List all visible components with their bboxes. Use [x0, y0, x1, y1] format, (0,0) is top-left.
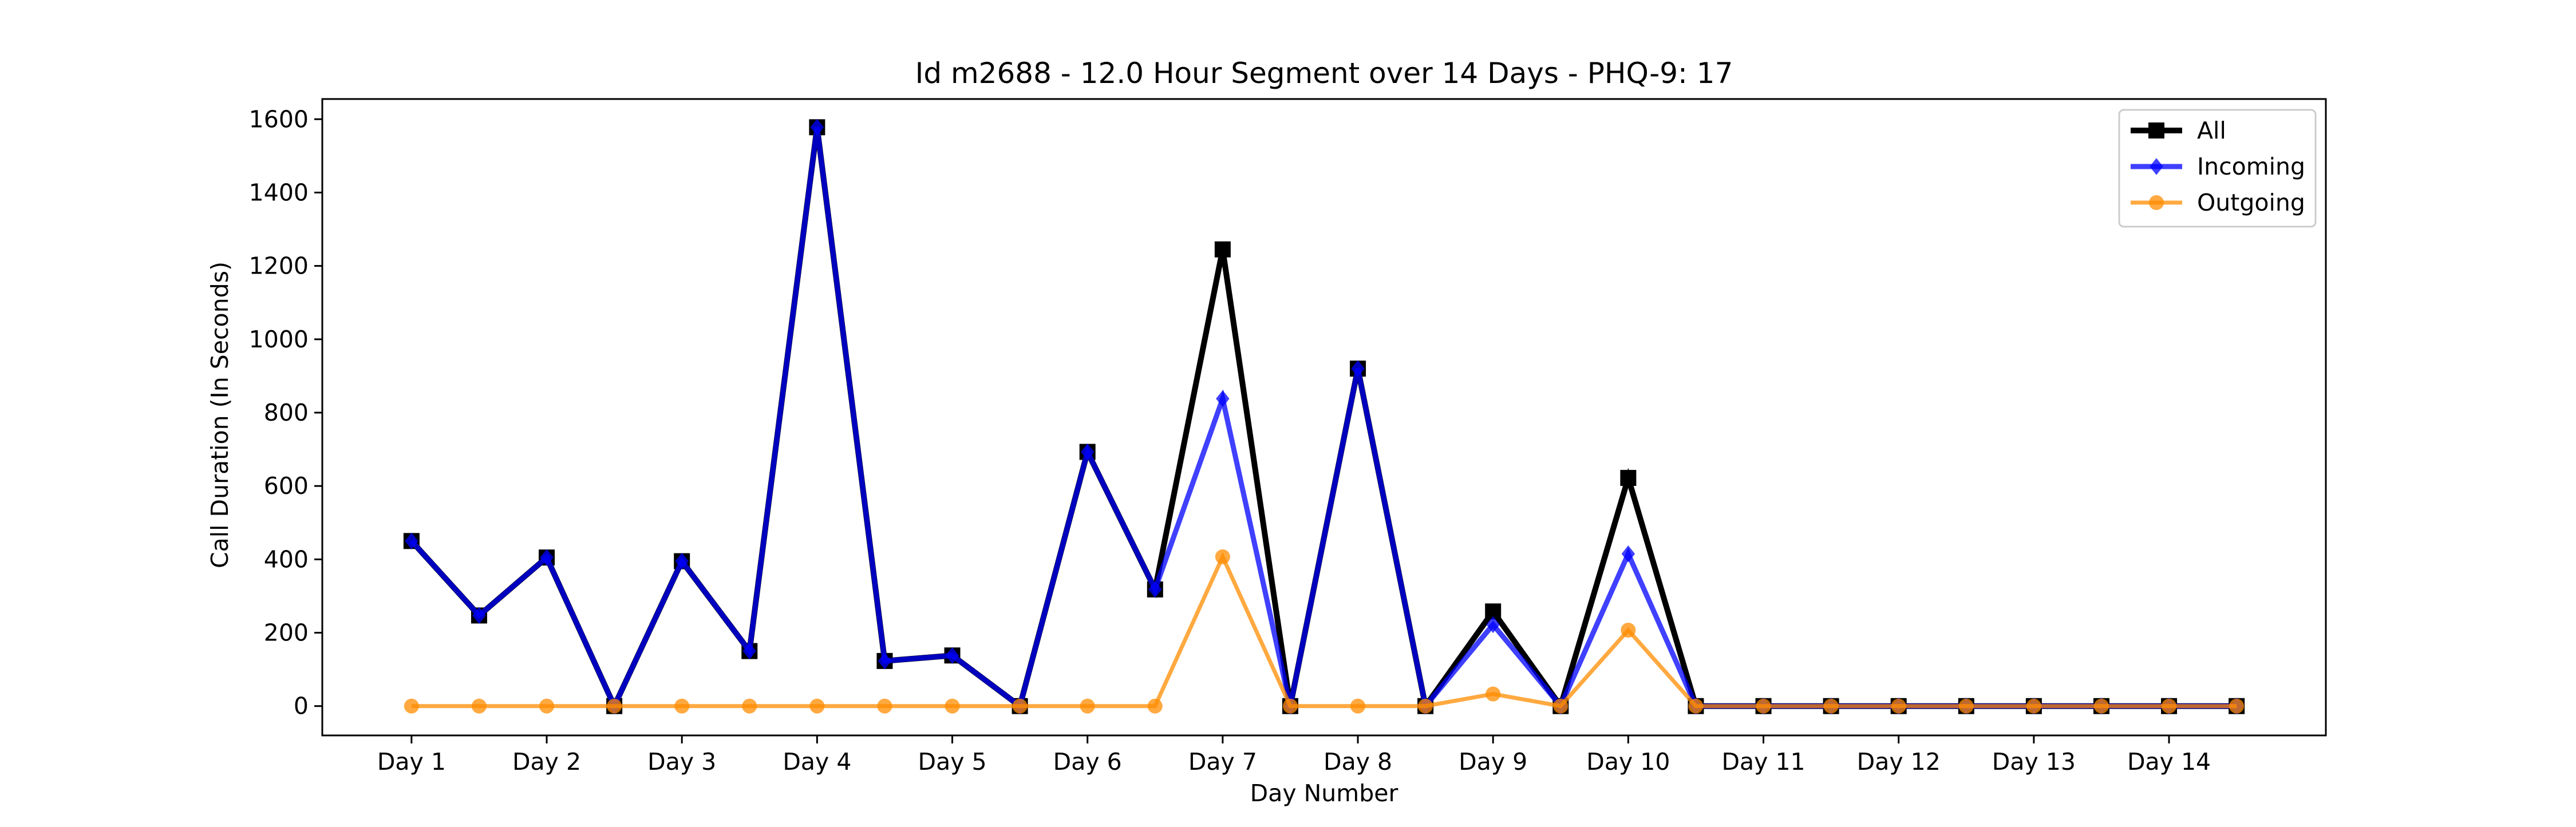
- outgoing-marker: [2093, 698, 2109, 714]
- incoming-marker: [405, 532, 418, 550]
- outgoing-marker: [1958, 698, 1974, 714]
- chart-title: Id m2688 - 12.0 Hour Segment over 14 Day…: [915, 57, 1733, 90]
- outgoing-marker: [742, 698, 757, 714]
- incoming-marker: [1216, 390, 1230, 407]
- outgoing-marker: [809, 698, 825, 714]
- x-tick-label: Day 9: [1459, 748, 1527, 775]
- outgoing-series: [404, 549, 2245, 714]
- outgoing-marker: [1756, 698, 1771, 714]
- incoming-marker: [945, 647, 959, 664]
- outgoing-marker: [1350, 698, 1366, 714]
- x-tick-label: Day 1: [377, 748, 446, 775]
- y-tick-label: 0: [294, 693, 309, 720]
- outgoing-line: [411, 552, 2237, 709]
- outgoing-marker: [1688, 698, 1704, 714]
- outgoing-marker: [1080, 698, 1095, 714]
- series-layer: [403, 118, 2245, 715]
- outgoing-marker: [1621, 623, 1636, 638]
- legend-incoming-marker: [2150, 158, 2163, 175]
- legend-box: [2118, 109, 2317, 228]
- legend-all-marker: [2148, 122, 2164, 139]
- y-tick-label: 800: [264, 399, 309, 426]
- x-tick-label: Day 10: [1586, 748, 1670, 775]
- legend-item-outgoing: Outgoing: [2131, 189, 2305, 216]
- incoming-marker: [1621, 545, 1635, 563]
- x-tick-label: Day 7: [1188, 748, 1257, 775]
- outgoing-marker: [1891, 698, 1906, 714]
- incoming-marker: [472, 607, 486, 624]
- legend-label: Incoming: [2197, 153, 2305, 180]
- y-tick-label: 1600: [249, 105, 309, 133]
- incoming-marker: [1351, 360, 1365, 377]
- x-tick-label: Day 4: [783, 748, 851, 775]
- x-tick-label: Day 3: [647, 748, 716, 775]
- x-tick-label: Day 11: [1721, 748, 1805, 775]
- incoming-marker: [1486, 616, 1500, 634]
- outgoing-marker: [1012, 698, 1028, 714]
- x-axis-ticks: Day 1 Day 2 Day 3 Day 4 Day 5 Day 6 Day 7 Day 8…: [377, 735, 2211, 775]
- outgoing-marker: [945, 698, 960, 714]
- all-marker: [1620, 470, 1637, 486]
- x-tick-label: Day 5: [918, 748, 987, 775]
- legend-item-incoming: Incoming: [2131, 153, 2305, 180]
- x-tick-label: Day 12: [1857, 748, 1941, 775]
- outgoing-marker: [1147, 698, 1163, 714]
- outgoing-marker: [1418, 698, 1433, 714]
- y-tick-label: 200: [264, 619, 309, 647]
- outgoing-marker: [1215, 549, 1230, 564]
- y-tick-label: 1200: [249, 252, 309, 280]
- outgoing-marker: [2162, 698, 2177, 714]
- legend: All Incoming Outgoing: [2118, 109, 2317, 228]
- outgoing-marker: [2026, 698, 2041, 714]
- incoming-marker: [1080, 443, 1095, 461]
- x-tick-label: Day 14: [2127, 748, 2211, 775]
- outgoing-marker: [1553, 698, 1568, 714]
- x-tick-label: Day 8: [1323, 748, 1392, 775]
- all-marker: [1214, 241, 1231, 258]
- legend-outgoing-marker: [2149, 195, 2164, 210]
- x-tick-label: Day 13: [1992, 748, 2076, 775]
- outgoing-marker: [674, 698, 690, 714]
- legend-label: All: [2197, 117, 2226, 144]
- incoming-marker: [675, 552, 689, 570]
- outgoing-marker: [877, 698, 892, 714]
- outgoing-marker: [471, 698, 487, 714]
- plot-frame: [321, 98, 2327, 737]
- outgoing-marker: [404, 698, 419, 714]
- legend-item-all: All: [2131, 117, 2226, 144]
- incoming-marker: [742, 642, 757, 660]
- x-tick-label: Day 2: [512, 748, 581, 775]
- y-tick-label: 600: [264, 472, 309, 500]
- incoming-marker: [878, 652, 892, 670]
- legend-label: Outgoing: [2197, 189, 2305, 216]
- outgoing-marker: [2229, 698, 2245, 714]
- y-axis-title: Call Duration (In Seconds): [206, 262, 234, 568]
- x-axis-title: Day Number: [1250, 779, 1398, 807]
- y-tick-label: 400: [264, 545, 309, 573]
- y-tick-label: 1400: [249, 179, 309, 206]
- incoming-marker: [810, 118, 824, 136]
- y-tick-label: 1000: [249, 326, 309, 353]
- y-axis-ticks: 0 200 400 600 800 1000 1200 1400 1600: [249, 105, 322, 720]
- incoming-marker: [1148, 581, 1162, 598]
- outgoing-marker: [607, 698, 622, 714]
- incoming-marker: [540, 549, 554, 566]
- outgoing-marker: [539, 698, 555, 714]
- outgoing-marker: [1823, 698, 1839, 714]
- outgoing-marker: [1485, 686, 1501, 702]
- x-tick-label: Day 6: [1053, 748, 1122, 775]
- outgoing-marker: [1282, 698, 1298, 714]
